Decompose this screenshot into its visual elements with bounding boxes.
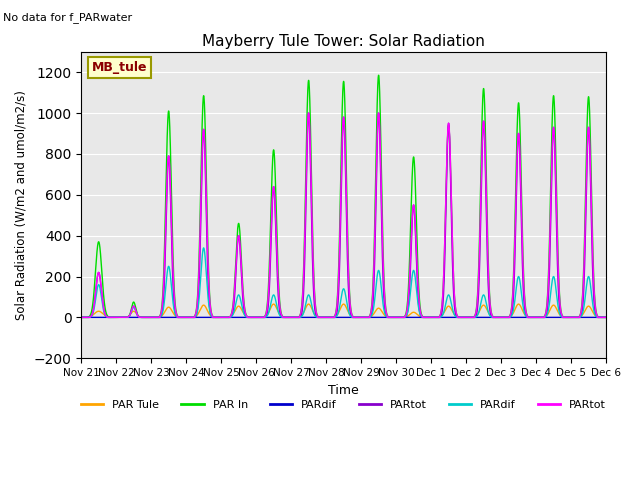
- PARdif: [105, 314, 113, 320]
- Text: No data for f_PARwater: No data for f_PARwater: [3, 12, 132, 23]
- PARdif: [486, 313, 493, 319]
- PARtot: [506, 314, 514, 320]
- PARtot: [305, 110, 312, 116]
- PAR In: [105, 314, 113, 320]
- PARdif: [105, 314, 113, 320]
- PARtot: [105, 314, 113, 320]
- PARtot: [486, 300, 493, 305]
- PARtot: [412, 243, 420, 249]
- PAR In: [472, 310, 479, 316]
- PAR In: [506, 312, 514, 318]
- PARtot: [472, 311, 479, 317]
- Line: PAR In: PAR In: [81, 75, 606, 317]
- PAR In: [499, 314, 507, 320]
- PARtot: [105, 314, 113, 320]
- Line: PARtot: PARtot: [81, 113, 606, 317]
- PARdif: [486, 314, 493, 320]
- Line: PARtot: PARtot: [81, 113, 606, 317]
- PARtot: [472, 313, 479, 319]
- Line: PAR Tule: PAR Tule: [81, 304, 606, 317]
- PARdif: [602, 314, 610, 320]
- PARdif: [602, 314, 610, 320]
- PARdif: [506, 314, 514, 320]
- PARdif: [77, 314, 85, 320]
- Line: PARdif: PARdif: [81, 248, 606, 317]
- Title: Mayberry Tule Tower: Solar Radiation: Mayberry Tule Tower: Solar Radiation: [202, 34, 485, 49]
- X-axis label: Time: Time: [328, 384, 359, 396]
- PAR Tule: [515, 301, 522, 307]
- PARtot: [412, 252, 420, 258]
- PARdif: [506, 314, 514, 320]
- Y-axis label: Solar Radiation (W/m2 and umol/m2/s): Solar Radiation (W/m2 and umol/m2/s): [15, 90, 28, 320]
- PAR Tule: [506, 314, 514, 320]
- PARtot: [305, 110, 312, 116]
- PAR Tule: [602, 314, 610, 320]
- PAR Tule: [486, 312, 493, 318]
- PARtot: [602, 314, 610, 320]
- PARdif: [472, 314, 479, 320]
- PAR Tule: [105, 314, 113, 320]
- PARtot: [77, 314, 85, 320]
- PARtot: [499, 314, 507, 320]
- PARtot: [486, 308, 493, 313]
- PARdif: [499, 314, 507, 320]
- PARtot: [602, 314, 610, 320]
- PARdif: [77, 314, 85, 320]
- PARdif: [472, 314, 479, 320]
- PARtot: [499, 314, 507, 320]
- PARdif: [412, 285, 420, 290]
- PARdif: [200, 245, 207, 251]
- PAR Tule: [499, 314, 507, 320]
- PAR Tule: [412, 311, 420, 316]
- PARdif: [412, 314, 420, 320]
- PAR In: [375, 72, 383, 78]
- PAR In: [486, 297, 493, 302]
- PARtot: [506, 312, 514, 318]
- PAR Tule: [77, 314, 85, 320]
- PAR Tule: [472, 313, 479, 319]
- PAR In: [412, 213, 420, 218]
- PAR In: [77, 314, 85, 320]
- Legend: PAR Tule, PAR In, PARdif, PARtot, PARdif, PARtot: PAR Tule, PAR In, PARdif, PARtot, PARdif…: [77, 395, 611, 414]
- PARtot: [77, 314, 85, 320]
- PARdif: [499, 314, 507, 320]
- Text: MB_tule: MB_tule: [92, 61, 147, 74]
- PAR In: [602, 314, 610, 320]
